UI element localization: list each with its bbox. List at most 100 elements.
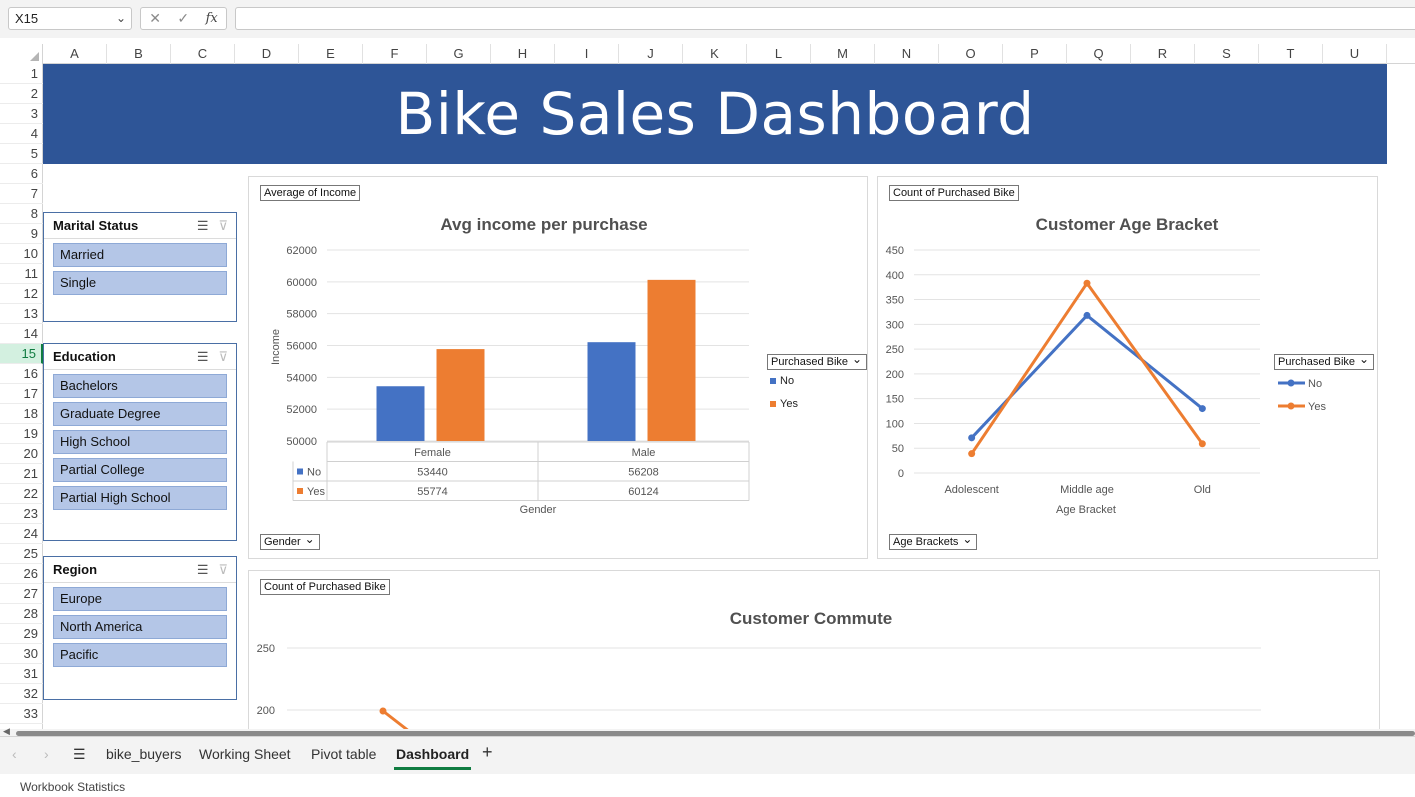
clear-filter-icon[interactable]: ⊽ <box>218 348 228 364</box>
bar-no-male[interactable] <box>587 342 636 441</box>
scroll-left-icon[interactable]: ◀ <box>3 726 10 736</box>
clear-filter-icon[interactable]: ⊽ <box>218 561 228 577</box>
column-header[interactable]: G <box>427 44 491 64</box>
row-header[interactable]: 25 <box>0 544 43 564</box>
slicer-item[interactable]: Pacific <box>53 643 227 667</box>
axis-field-button[interactable]: Age Brackets <box>889 532 978 550</box>
column-header[interactable]: S <box>1195 44 1259 64</box>
row-header[interactable]: 31 <box>0 664 43 684</box>
column-header[interactable]: R <box>1131 44 1195 64</box>
row-header[interactable]: 30 <box>0 644 43 664</box>
column-header[interactable]: D <box>235 44 299 64</box>
row-header[interactable]: 24 <box>0 524 43 544</box>
slicer-item[interactable]: Europe <box>53 587 227 611</box>
data-point[interactable] <box>1083 311 1091 319</box>
slicer-item[interactable]: High School <box>53 430 227 454</box>
column-header[interactable]: P <box>1003 44 1067 64</box>
row-header[interactable]: 17 <box>0 384 43 404</box>
formula-input[interactable] <box>235 7 1415 30</box>
chevron-down-icon[interactable]: ⌄ <box>115 11 126 25</box>
row-header[interactable]: 3 <box>0 104 43 124</box>
column-header[interactable]: K <box>683 44 747 64</box>
column-header[interactable]: A <box>43 44 107 64</box>
add-sheet-icon[interactable]: + <box>482 742 493 762</box>
value-field-button[interactable]: Count of Purchased Bike <box>889 185 1019 201</box>
value-field-button[interactable]: Average of Income <box>260 185 361 201</box>
row-header[interactable]: 29 <box>0 624 43 644</box>
all-sheets-menu-icon[interactable]: ☰ <box>73 746 86 762</box>
multi-select-icon[interactable]: ☰ <box>196 217 209 233</box>
data-point[interactable] <box>1198 405 1206 413</box>
row-header[interactable]: 9 <box>0 224 43 244</box>
column-header[interactable]: L <box>747 44 811 64</box>
column-header[interactable]: H <box>491 44 555 64</box>
row-header[interactable]: 11 <box>0 264 43 284</box>
row-header[interactable]: 32 <box>0 684 43 704</box>
slicer-item[interactable]: Single <box>53 271 227 295</box>
column-header[interactable]: U <box>1323 44 1387 64</box>
row-header[interactable]: 21 <box>0 464 43 484</box>
value-field-button[interactable]: Count of Purchased Bike <box>260 579 390 595</box>
axis-field-button[interactable]: Gender <box>260 532 320 550</box>
slicer-item[interactable]: Graduate Degree <box>53 402 227 426</box>
row-header[interactable]: 16 <box>0 364 43 384</box>
multi-select-icon[interactable]: ☰ <box>196 561 209 577</box>
legend-field-button[interactable]: Purchased Bike <box>1274 352 1375 370</box>
row-header[interactable]: 14 <box>0 324 43 344</box>
column-header[interactable]: C <box>171 44 235 64</box>
row-header[interactable]: 26 <box>0 564 43 584</box>
insert-function-icon[interactable]: fx <box>205 11 218 26</box>
row-header[interactable]: 20 <box>0 444 43 464</box>
bar-no-female[interactable] <box>376 386 425 441</box>
data-point[interactable] <box>379 707 387 715</box>
row-header[interactable]: 5 <box>0 144 43 164</box>
prev-sheet-icon[interactable]: ‹ <box>12 746 17 762</box>
row-header[interactable]: 12 <box>0 284 43 304</box>
tab-pivot-table[interactable]: Pivot table <box>311 746 377 762</box>
slicer-item[interactable]: Partial College <box>53 458 227 482</box>
name-box[interactable]: X15 ⌄ <box>8 7 132 30</box>
age-bracket-chart[interactable]: Count of Purchased Bike Customer Age Bra… <box>877 176 1378 559</box>
column-header[interactable]: E <box>299 44 363 64</box>
tab-working-sheet[interactable]: Working Sheet <box>199 746 291 762</box>
slicer-item[interactable]: Partial High School <box>53 486 227 510</box>
enter-icon[interactable]: ✓ <box>177 10 190 26</box>
tab-dashboard[interactable]: Dashboard <box>393 746 472 770</box>
row-header[interactable]: 1 <box>0 64 43 84</box>
next-sheet-icon[interactable]: › <box>44 746 49 762</box>
column-header[interactable]: J <box>619 44 683 64</box>
row-header[interactable]: 10 <box>0 244 43 264</box>
education-slicer[interactable]: Education ☰ ⊽ Bachelors Graduate Degree H… <box>43 343 237 541</box>
column-header[interactable]: O <box>939 44 1003 64</box>
data-point[interactable] <box>1198 440 1206 448</box>
row-header[interactable]: 2 <box>0 84 43 104</box>
column-header[interactable]: F <box>363 44 427 64</box>
row-header[interactable]: 22 <box>0 484 43 504</box>
column-header[interactable]: B <box>107 44 171 64</box>
row-header[interactable]: 6 <box>0 164 43 184</box>
multi-select-icon[interactable]: ☰ <box>196 348 209 364</box>
slicer-item[interactable]: North America <box>53 615 227 639</box>
tab-bike-buyers[interactable]: bike_buyers <box>106 746 182 762</box>
row-header[interactable]: 13 <box>0 304 43 324</box>
data-point[interactable] <box>1083 279 1091 287</box>
income-chart[interactable]: Average of Income Avg income per purchas… <box>248 176 868 559</box>
select-all-corner[interactable] <box>0 44 43 64</box>
row-header[interactable]: 18 <box>0 404 43 424</box>
cancel-icon[interactable]: ✕ <box>149 10 161 26</box>
horizontal-scrollbar[interactable]: ◀ <box>0 726 1415 737</box>
row-header[interactable]: 19 <box>0 424 43 444</box>
row-header[interactable]: 15 <box>0 344 43 364</box>
commute-chart[interactable]: Count of Purchased Bike Customer Commute… <box>248 570 1380 735</box>
data-point[interactable] <box>968 434 976 442</box>
column-header[interactable]: M <box>811 44 875 64</box>
row-header[interactable]: 27 <box>0 584 43 604</box>
row-header[interactable]: 28 <box>0 604 43 624</box>
row-header[interactable]: 4 <box>0 124 43 144</box>
clear-filter-icon[interactable]: ⊽ <box>218 217 228 233</box>
row-header[interactable]: 8 <box>0 204 43 224</box>
series-line-yes[interactable] <box>970 280 1204 455</box>
workbook-statistics[interactable]: Workbook Statistics <box>20 780 126 794</box>
column-header[interactable]: I <box>555 44 619 64</box>
row-header[interactable]: 23 <box>0 504 43 524</box>
